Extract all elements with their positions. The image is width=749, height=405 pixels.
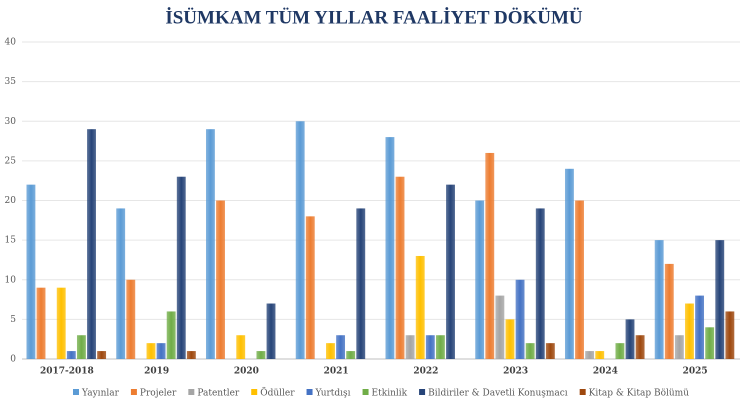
bar bbox=[156, 343, 166, 359]
bar bbox=[525, 343, 535, 359]
bar bbox=[475, 200, 485, 359]
bar bbox=[625, 319, 635, 359]
bar bbox=[575, 200, 584, 359]
legend-swatch bbox=[130, 389, 137, 395]
bar bbox=[256, 351, 266, 359]
bar bbox=[236, 335, 246, 359]
bar bbox=[425, 335, 435, 359]
legend-swatch bbox=[579, 389, 586, 395]
bar bbox=[654, 240, 664, 359]
bar bbox=[715, 240, 725, 359]
chart-title: İSÜMKAM TÜM YILLAR FAALİYET DÖKÜMÜ bbox=[165, 7, 583, 28]
legend-label: Yurtdışı bbox=[315, 389, 351, 399]
bar bbox=[535, 208, 545, 359]
bar bbox=[66, 351, 76, 359]
legend-label: Bildiriler & Davetli Konuşmacı bbox=[428, 389, 568, 399]
bar bbox=[705, 327, 715, 359]
bar bbox=[395, 176, 405, 359]
bar bbox=[505, 319, 515, 359]
x-tick-label: 2024 bbox=[593, 367, 618, 377]
legend-label: Ödüller bbox=[260, 387, 295, 399]
y-tick-label: 35 bbox=[5, 77, 17, 87]
legend-label: Yayınlar bbox=[81, 389, 120, 399]
x-tick-label: 2021 bbox=[324, 367, 349, 377]
bar bbox=[635, 335, 645, 359]
bar bbox=[126, 279, 136, 359]
bar bbox=[56, 287, 66, 359]
bar bbox=[674, 335, 684, 359]
y-tick-label: 15 bbox=[5, 236, 17, 246]
y-tick-label: 40 bbox=[5, 38, 17, 48]
bar bbox=[415, 255, 425, 359]
bar bbox=[595, 351, 605, 359]
bar bbox=[564, 168, 574, 359]
legend: Yayınlar Projeler Patentler Ödüller Yurtdışı… bbox=[72, 387, 690, 399]
x-tick-label: 2022 bbox=[413, 367, 438, 377]
bar bbox=[695, 295, 705, 359]
x-tick-label: 2023 bbox=[503, 367, 528, 377]
bar bbox=[545, 343, 555, 359]
bar bbox=[446, 184, 455, 359]
y-tick-label: 10 bbox=[5, 275, 17, 285]
bar bbox=[725, 311, 735, 359]
legend-label: Patentler bbox=[197, 389, 240, 399]
bar bbox=[295, 121, 305, 359]
legend-label: Projeler bbox=[140, 389, 177, 399]
bar bbox=[356, 208, 366, 359]
bar bbox=[495, 295, 505, 359]
bar bbox=[385, 137, 395, 359]
bar bbox=[346, 351, 356, 359]
bar bbox=[166, 311, 176, 359]
legend-label: Kitap & Kitap Bölümü bbox=[589, 389, 690, 399]
bar bbox=[305, 216, 315, 359]
x-tick-label: 2025 bbox=[683, 367, 708, 377]
bar bbox=[326, 343, 335, 359]
x-tick-label: 2017-2018 bbox=[40, 367, 94, 377]
bar bbox=[266, 303, 276, 359]
bar bbox=[435, 335, 445, 359]
bar bbox=[485, 152, 495, 359]
x-tick-label: 2019 bbox=[144, 367, 169, 377]
bar bbox=[336, 335, 346, 359]
y-tick-label: 30 bbox=[5, 117, 17, 127]
bar bbox=[186, 351, 196, 359]
bar bbox=[36, 287, 46, 359]
legend-swatch bbox=[362, 389, 369, 395]
legend-swatch bbox=[419, 389, 426, 395]
bar bbox=[664, 263, 674, 359]
y-tick-label: 20 bbox=[5, 196, 17, 206]
bar bbox=[26, 184, 36, 359]
bar bbox=[615, 343, 625, 359]
bar bbox=[146, 343, 156, 359]
legend-swatch bbox=[72, 389, 79, 395]
y-tick-label: 25 bbox=[5, 156, 17, 166]
bar bbox=[685, 303, 694, 359]
legend-swatch bbox=[306, 389, 313, 395]
bar bbox=[205, 129, 215, 359]
bar bbox=[515, 279, 525, 359]
y-tick-label: 0 bbox=[10, 355, 16, 365]
bar bbox=[216, 200, 225, 359]
bar bbox=[176, 176, 186, 359]
legend-swatch bbox=[251, 389, 258, 395]
bar bbox=[97, 351, 107, 359]
bar bbox=[116, 208, 126, 359]
bar bbox=[76, 335, 86, 359]
legend-swatch bbox=[188, 389, 195, 395]
legend-label: Etkinlik bbox=[372, 389, 408, 399]
x-tick-label: 2020 bbox=[234, 367, 259, 377]
y-tick-label: 5 bbox=[10, 315, 16, 325]
bar bbox=[87, 129, 96, 359]
bar bbox=[585, 351, 595, 359]
bar bbox=[405, 335, 415, 359]
